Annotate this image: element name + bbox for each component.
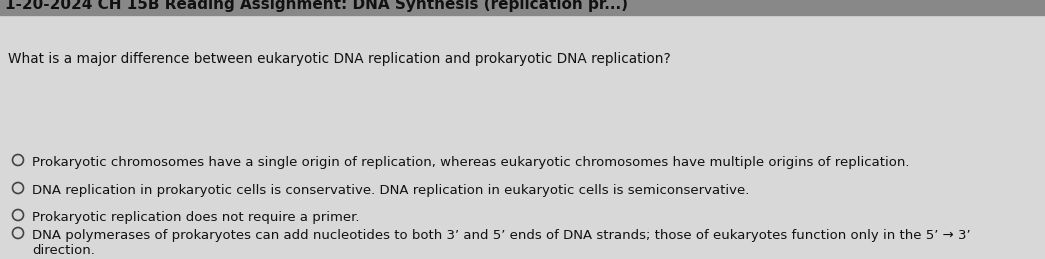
- Text: 1-20-2024 CH 15B Reading Assignment: DNA Synthesis (replication pr...): 1-20-2024 CH 15B Reading Assignment: DNA…: [5, 0, 628, 12]
- Bar: [0, 0, 1045, 15]
- Text: DNA replication in prokaryotic cells is conservative. DNA replication in eukaryo: DNA replication in prokaryotic cells is …: [32, 184, 749, 197]
- Text: DNA polymerases of prokaryotes can add nucleotides to both 3’ and 5’ ends of DNA: DNA polymerases of prokaryotes can add n…: [32, 229, 971, 257]
- Text: Prokaryotic chromosomes have a single origin of replication, whereas eukaryotic : Prokaryotic chromosomes have a single or…: [32, 156, 909, 169]
- Text: What is a major difference between eukaryotic DNA replication and prokaryotic DN: What is a major difference between eukar…: [8, 52, 671, 66]
- Text: Prokaryotic replication does not require a primer.: Prokaryotic replication does not require…: [32, 211, 359, 224]
